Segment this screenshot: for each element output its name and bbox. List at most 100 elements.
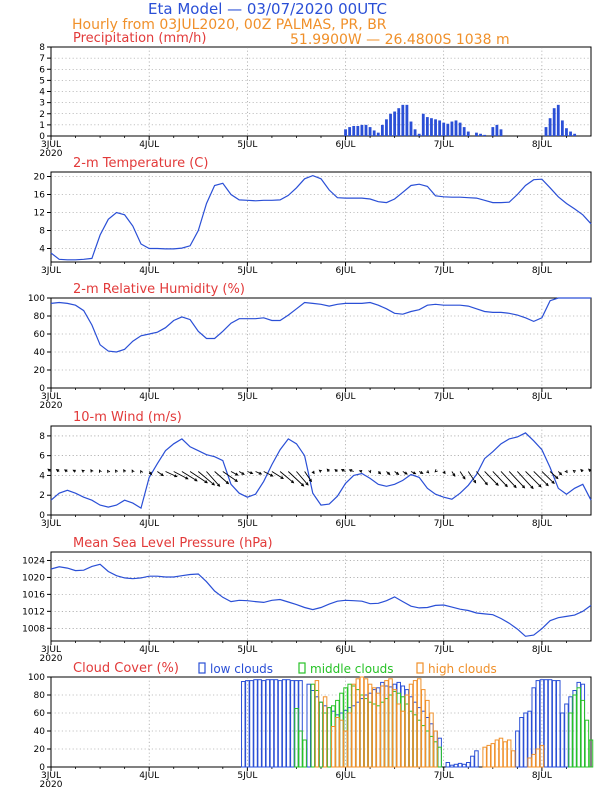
middle-cloud-bar	[584, 719, 590, 768]
precip-bar	[356, 125, 360, 136]
precip-bar	[372, 130, 376, 136]
y-tick-label: 1016	[22, 590, 45, 600]
high-cloud-bar	[376, 692, 381, 768]
y-tick-label: 40	[34, 348, 46, 358]
high-cloud-bar	[425, 699, 430, 768]
legend-low-swatch	[198, 662, 206, 674]
wind-arrowhead	[47, 468, 51, 472]
wind-arrowhead	[225, 481, 230, 485]
y-tick-label: 12	[34, 209, 45, 219]
wind-arrowhead	[290, 480, 295, 484]
wind-arrow	[271, 471, 284, 479]
precip-bar	[364, 124, 368, 136]
high-cloud-bar	[531, 753, 536, 768]
wind-arrowhead	[308, 478, 312, 483]
wind-arrowhead	[258, 471, 263, 475]
x-tick-label: 3JUL	[41, 140, 61, 150]
precip-bar	[421, 113, 425, 136]
low-cloud-bar	[257, 679, 262, 768]
high-cloud-bar	[384, 680, 389, 768]
wind-arrowhead	[377, 471, 382, 475]
x-tick-label: 8JUL	[532, 140, 552, 150]
x-tick-label: 3JUL	[41, 519, 61, 529]
y-tick-label: 20	[34, 173, 46, 183]
wind-arrowhead	[55, 469, 60, 473]
low-cloud-bar	[261, 680, 266, 768]
x-year-label: 2020	[40, 149, 63, 159]
wind-arrowhead	[204, 480, 208, 484]
wind-arrowhead	[270, 473, 274, 477]
y-tick-label: 8	[39, 43, 45, 53]
panel-mslp: Mean Sea Level Pressure (hPa) 1008 1012 101…	[22, 536, 592, 664]
high-cloud-bar	[355, 678, 361, 768]
middle-cloud-bar	[298, 730, 303, 768]
wind-arrow	[206, 471, 220, 487]
y-tick-label: 3	[39, 99, 45, 109]
precip-bar	[360, 124, 364, 136]
panel-rh: 2-m Relative Humidity (%) 0 20 40 60 80 100 3JU…	[28, 282, 592, 411]
x-tick-label: 6JUL	[336, 392, 356, 402]
wind-arrow	[467, 471, 477, 483]
high-cloud-bar	[535, 748, 541, 768]
precip-bar	[548, 118, 552, 136]
y-tick-label: 1012	[22, 607, 45, 617]
high-cloud-bar	[396, 703, 401, 768]
precip-bar	[560, 120, 564, 136]
middle-cloud-bar	[326, 707, 332, 768]
figure-title: Eta Model — 03/07/2020 00UTC	[148, 0, 387, 18]
wind-arrowhead	[404, 471, 408, 475]
wind-arrowhead	[311, 470, 315, 475]
precip-bar	[397, 108, 401, 136]
high-cloud-bar	[380, 685, 385, 768]
mslp-line	[50, 563, 592, 637]
x-tick-label: 8JUL	[532, 771, 552, 781]
wind-arrowhead	[368, 469, 372, 474]
wind-arrowhead	[442, 470, 446, 475]
wind-arrowhead	[81, 469, 85, 473]
low-cloud-bar	[470, 755, 475, 768]
low-cloud-bar	[523, 712, 528, 768]
wind-arrow	[533, 471, 549, 486]
x-tick-label: 4JUL	[139, 771, 159, 781]
legend-low-label: low clouds	[210, 662, 273, 676]
low-cloud-bar	[245, 680, 250, 768]
wind-line	[50, 432, 592, 510]
wind-arrowhead	[513, 484, 517, 489]
precip-bar	[434, 119, 437, 136]
low-cloud-bar	[290, 680, 295, 768]
low-cloud-bar	[457, 762, 463, 768]
wind-arrowhead	[131, 469, 135, 473]
x-tick-label: 7JUL	[434, 519, 454, 529]
panel-cloud: Cloud Cover (%) 0 20 40 60 80 100 3JUL 4JUL 5JUL 6…	[28, 661, 594, 790]
wind-arrow	[508, 471, 525, 489]
low-cloud-bar	[265, 679, 271, 768]
wind-arrowhead	[174, 474, 178, 478]
wind-arrowhead	[386, 471, 391, 476]
precip-bar	[491, 127, 495, 136]
x-tick-label: 5JUL	[237, 519, 257, 529]
y-tick-label: 6	[39, 65, 45, 75]
low-cloud-bar	[445, 762, 451, 768]
panel-temp: 2-m Temperature (C) 4 8 12 16 20 3JUL 4JUL 5JUL 6…	[34, 156, 592, 276]
low-cloud-bar	[453, 763, 459, 768]
x-tick-label: 6JUL	[336, 140, 356, 150]
wind-arrow	[459, 471, 466, 480]
wind-arrow	[279, 471, 294, 484]
wind-arrowhead	[160, 473, 164, 477]
x-tick-label: 8JUL	[532, 645, 552, 655]
precip-bar	[569, 131, 572, 136]
middle-cloud-bar	[437, 746, 442, 768]
panel-title: Cloud Cover (%)	[73, 661, 179, 676]
wind-arrowhead	[564, 469, 568, 474]
y-tick-label: 60	[34, 330, 46, 340]
precip-bar	[466, 131, 470, 136]
precip-bar	[450, 121, 454, 136]
precip-bar	[376, 132, 380, 136]
precip-bar	[425, 117, 429, 136]
precip-bar	[442, 122, 446, 136]
high-cloud-bar	[494, 739, 500, 768]
high-cloud-bar	[314, 680, 320, 768]
panel-title: Mean Sea Level Pressure (hPa)	[73, 536, 273, 551]
high-cloud-bar	[392, 689, 397, 768]
high-cloud-bar	[400, 710, 406, 768]
